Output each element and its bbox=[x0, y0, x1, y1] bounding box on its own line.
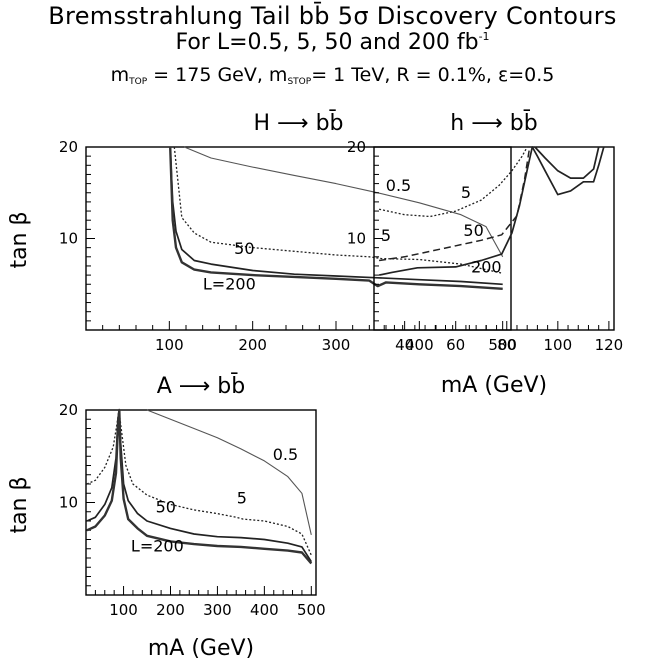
contour-line bbox=[378, 146, 605, 276]
panel-title-2: h ⟶ bb̄ bbox=[450, 110, 537, 136]
y-axis-label: tan β bbox=[7, 476, 32, 533]
x-tick-label: 500 bbox=[488, 336, 517, 354]
contour-line bbox=[184, 146, 504, 258]
x-tick-label: 100 bbox=[109, 601, 138, 619]
x-tick-label: 200 bbox=[238, 336, 267, 354]
panel-title-1: H ⟶ bb̄ bbox=[254, 110, 344, 136]
contour-line bbox=[534, 146, 600, 179]
x-axis-label: mA (GeV) bbox=[441, 373, 547, 398]
contour-label: 200 bbox=[471, 257, 502, 276]
contour-label: 5 bbox=[237, 488, 247, 507]
x-tick-label: 400 bbox=[250, 601, 279, 619]
y-tick-label: 10 bbox=[347, 230, 366, 248]
x-tick-label: 60 bbox=[446, 336, 465, 354]
contour-label: L=200 bbox=[131, 537, 184, 556]
y-tick-label: 10 bbox=[59, 494, 78, 512]
contour-line bbox=[378, 146, 531, 262]
contour-line bbox=[378, 146, 528, 218]
x-tick-label: 400 bbox=[405, 336, 434, 354]
x-tick-label: 80 bbox=[497, 336, 516, 354]
y-tick-label: 20 bbox=[347, 138, 366, 156]
contour-line bbox=[86, 409, 313, 563]
contour-line bbox=[173, 146, 503, 274]
chart-subtitle: For L=0.5, 5, 50 and 200 fb-1 bbox=[175, 30, 490, 55]
x-tick-label: 500 bbox=[297, 601, 326, 619]
contour-label: 50 bbox=[156, 498, 176, 517]
contour-label: 5 bbox=[461, 183, 471, 202]
x-tick-label: 120 bbox=[595, 336, 624, 354]
x-tick-label: 40 bbox=[395, 336, 414, 354]
x-tick-label: 100 bbox=[155, 336, 184, 354]
contour-label: 0.5 bbox=[386, 176, 411, 195]
y-tick-label: 20 bbox=[59, 401, 78, 419]
contour-line bbox=[169, 146, 503, 286]
x-axis-label: mA (GeV) bbox=[148, 636, 254, 661]
panel-title-3: A ⟶ bb̄ bbox=[157, 373, 246, 399]
contour-line bbox=[146, 409, 312, 536]
contour-label: 5 bbox=[381, 226, 391, 245]
y-tick-label: 10 bbox=[59, 230, 78, 248]
contour-line bbox=[169, 146, 503, 290]
contour-line bbox=[86, 408, 313, 565]
plot-frame-1 bbox=[85, 146, 512, 331]
parameter-line: mTOP = 175 GeV, mSTOP= 1 TeV, R = 0.1%, … bbox=[110, 64, 555, 87]
x-tick-label: 200 bbox=[156, 601, 185, 619]
plot-frame-2 bbox=[373, 146, 615, 331]
x-tick-label: 100 bbox=[544, 336, 573, 354]
x-tick-label: 300 bbox=[203, 601, 232, 619]
y-tick-label: 20 bbox=[59, 138, 78, 156]
y-axis-label: tan β bbox=[7, 211, 32, 268]
chart-title: Bremsstrahlung Tail bb̄ 5σ Discovery Con… bbox=[48, 2, 617, 30]
contour-label: L=200 bbox=[203, 275, 256, 294]
contour-label: 50 bbox=[234, 239, 254, 258]
contour-label: 0.5 bbox=[273, 445, 298, 464]
contour-label: 50 bbox=[463, 221, 483, 240]
x-tick-label: 300 bbox=[322, 336, 351, 354]
